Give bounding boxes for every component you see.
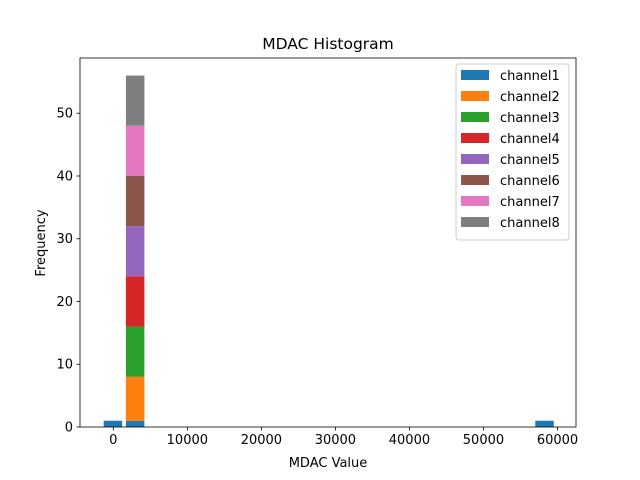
x-tick-label-5: 50000 xyxy=(463,433,504,448)
bar-channel6-0 xyxy=(125,175,145,227)
y-tick-label-1: 10 xyxy=(56,358,73,373)
bar-channel2-0 xyxy=(125,376,145,421)
legend-label-channel8: channel8 xyxy=(500,216,560,231)
bar-channel1-1 xyxy=(125,420,145,427)
x-tick-label-0: 0 xyxy=(109,433,117,448)
legend-label-channel6: channel6 xyxy=(500,174,560,189)
axes-layer: 0 10000 20000 30000 40000 50000 60000 0 10 20 30 40… xyxy=(56,57,578,448)
legend-label-channel4: channel4 xyxy=(500,132,560,147)
y-tick-label-4: 40 xyxy=(56,169,73,184)
legend-label-channel2: channel2 xyxy=(500,90,560,105)
plot-frame xyxy=(79,57,577,428)
y-axis-label: Frequency xyxy=(34,209,49,276)
bar-channel1-2 xyxy=(535,420,554,427)
legend: channel1 channel2 channel3 channel4 channel5… xyxy=(455,63,570,241)
legend-swatch-channel7 xyxy=(461,196,489,206)
legend-label-channel7: channel7 xyxy=(500,195,560,210)
legend-swatch-channel2 xyxy=(461,91,489,101)
bar-channel5-0 xyxy=(125,226,145,277)
x-tick-label-3: 30000 xyxy=(315,433,356,448)
y-tick-label-5: 50 xyxy=(56,107,73,122)
bars-layer xyxy=(103,75,554,427)
legend-label-channel1: channel1 xyxy=(500,69,560,84)
bar-channel1-0 xyxy=(103,420,123,427)
legend-swatch-channel5 xyxy=(461,154,489,164)
x-tick-label-4: 40000 xyxy=(389,433,430,448)
bar-channel8-0 xyxy=(125,75,145,126)
bar-channel3-0 xyxy=(125,326,145,377)
legend-swatch-channel4 xyxy=(461,133,489,143)
bar-channel7-0 xyxy=(125,125,145,176)
y-tick-label-3: 30 xyxy=(56,232,73,247)
x-tick-label-6: 60000 xyxy=(537,433,578,448)
x-axis-label: MDAC Value xyxy=(289,456,368,471)
legend-label-channel5: channel5 xyxy=(500,153,560,168)
legend-swatch-channel8 xyxy=(461,217,489,227)
x-tick-label-1: 10000 xyxy=(167,433,208,448)
y-tick-label-2: 20 xyxy=(56,295,73,310)
legend-swatch-channel1 xyxy=(461,70,489,80)
x-tick-label-2: 20000 xyxy=(241,433,282,448)
legend-label-channel3: channel3 xyxy=(500,111,560,126)
bar-channel4-0 xyxy=(125,276,145,327)
legend-swatch-channel6 xyxy=(461,175,489,185)
y-tick-label-0: 0 xyxy=(65,421,73,436)
chart-title: MDAC Histogram xyxy=(262,35,394,53)
legend-swatch-channel3 xyxy=(461,112,489,122)
